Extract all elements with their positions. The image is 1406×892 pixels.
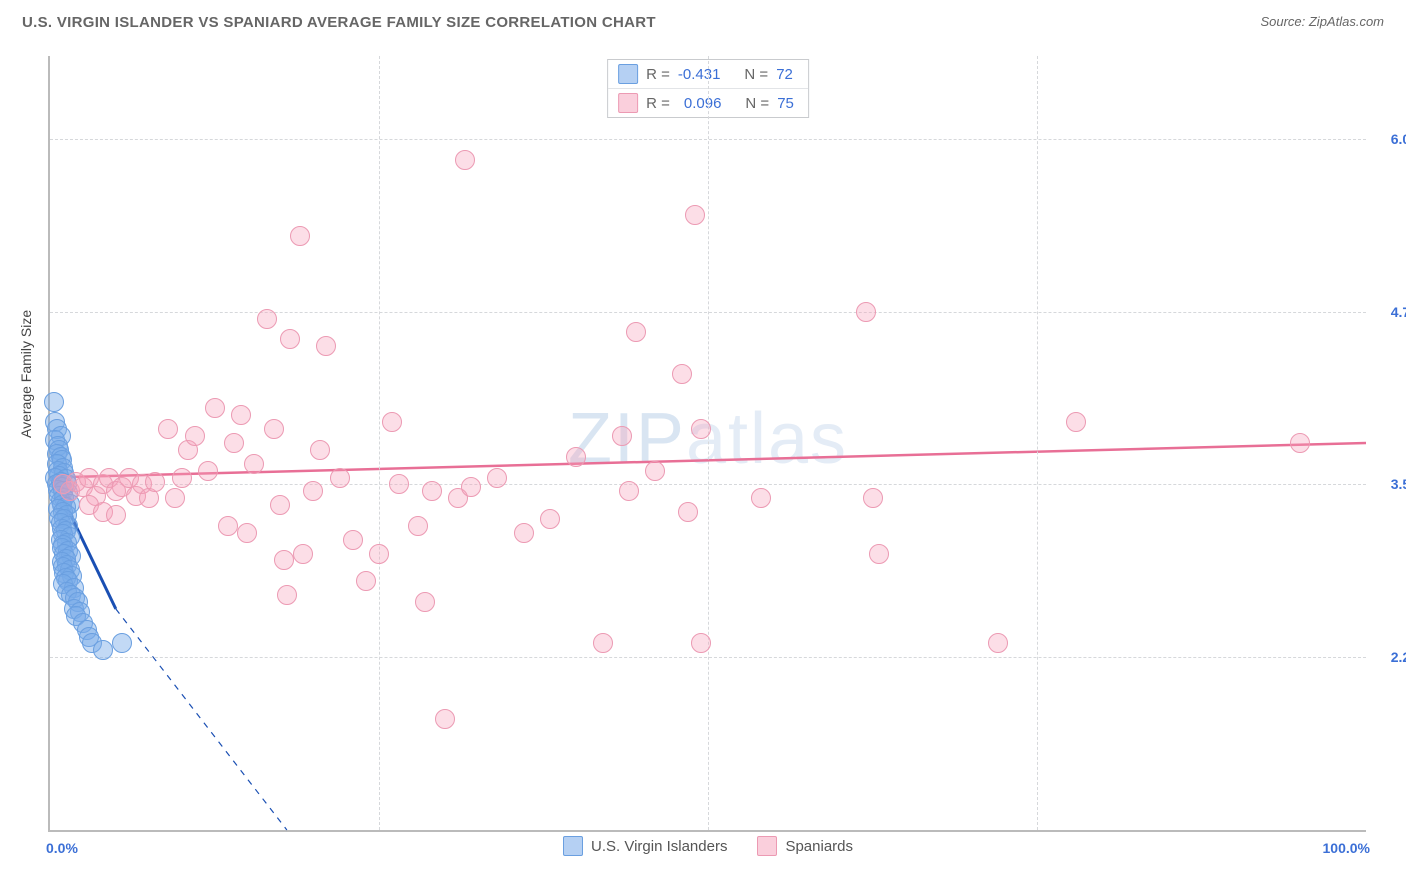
r-value-usvi: -0.431 — [678, 66, 721, 83]
point-span — [1066, 412, 1086, 432]
point-span — [237, 523, 257, 543]
point-span — [612, 426, 632, 446]
point-span — [343, 530, 363, 550]
point-span — [244, 454, 264, 474]
point-span — [310, 440, 330, 460]
plot-area: ZIPatlas R = -0.431 N = 72 R = 0.096 N =… — [48, 56, 1366, 832]
legend-item-span: Spaniards — [757, 836, 853, 856]
r-label: R = — [646, 66, 670, 83]
point-span — [672, 364, 692, 384]
gridline-v — [1037, 56, 1038, 830]
legend-item-usvi: U.S. Virgin Islanders — [563, 836, 727, 856]
point-span — [303, 481, 323, 501]
x-tick-right: 100.0% — [1323, 840, 1370, 856]
point-span — [540, 509, 560, 529]
chart-title: U.S. VIRGIN ISLANDER VS SPANIARD AVERAGE… — [22, 14, 656, 31]
n-label: N = — [744, 66, 768, 83]
point-span — [514, 523, 534, 543]
point-span — [389, 474, 409, 494]
point-span — [185, 426, 205, 446]
point-span — [645, 461, 665, 481]
source-label: Source: ZipAtlas.com — [1260, 14, 1384, 29]
point-span — [869, 544, 889, 564]
bottom-legend: U.S. Virgin Islanders Spaniards — [563, 836, 853, 856]
point-span — [106, 505, 126, 525]
point-span — [293, 544, 313, 564]
swatch-usvi — [563, 836, 583, 856]
point-usvi — [93, 640, 113, 660]
point-span — [369, 544, 389, 564]
point-span — [415, 592, 435, 612]
point-span — [158, 419, 178, 439]
swatch-usvi — [618, 64, 638, 84]
y-tick-label: 2.25 — [1391, 649, 1406, 665]
point-span — [863, 488, 883, 508]
point-span — [408, 516, 428, 536]
point-span — [274, 550, 294, 570]
point-span — [280, 329, 300, 349]
point-span — [382, 412, 402, 432]
point-span — [751, 488, 771, 508]
point-span — [231, 405, 251, 425]
point-span — [264, 419, 284, 439]
watermark-light: atlas — [686, 399, 848, 479]
trendline-extrap-usvi — [116, 609, 287, 830]
point-usvi — [44, 392, 64, 412]
gridline-v — [708, 56, 709, 830]
point-span — [218, 516, 238, 536]
y-axis-title: Average Family Size — [18, 310, 34, 438]
point-span — [277, 585, 297, 605]
x-tick-left: 0.0% — [46, 840, 78, 856]
point-span — [270, 495, 290, 515]
point-span — [290, 226, 310, 246]
point-span — [685, 205, 705, 225]
swatch-span — [618, 93, 638, 113]
point-span — [316, 336, 336, 356]
point-span — [205, 398, 225, 418]
y-tick-label: 4.75 — [1391, 304, 1406, 320]
n-value-span: 75 — [777, 95, 794, 112]
point-span — [619, 481, 639, 501]
point-span — [856, 302, 876, 322]
y-tick-label: 6.00 — [1391, 131, 1406, 147]
point-span — [988, 633, 1008, 653]
point-span — [678, 502, 698, 522]
point-span — [461, 477, 481, 497]
y-tick-label: 3.50 — [1391, 476, 1406, 492]
n-value-usvi: 72 — [776, 66, 793, 83]
point-usvi — [112, 633, 132, 653]
legend-label-usvi: U.S. Virgin Islanders — [591, 838, 727, 855]
point-span — [691, 419, 711, 439]
point-span — [626, 322, 646, 342]
point-span — [566, 447, 586, 467]
legend-label-span: Spaniards — [785, 838, 853, 855]
point-span — [330, 468, 350, 488]
r-value-span: 0.096 — [678, 95, 722, 112]
point-span — [145, 472, 165, 492]
point-span — [172, 468, 192, 488]
point-span — [487, 468, 507, 488]
point-span — [356, 571, 376, 591]
point-span — [435, 709, 455, 729]
point-span — [422, 481, 442, 501]
gridline-v — [379, 56, 380, 830]
point-span — [224, 433, 244, 453]
r-label: R = — [646, 95, 670, 112]
point-span — [257, 309, 277, 329]
swatch-span — [757, 836, 777, 856]
n-label: N = — [745, 95, 769, 112]
point-span — [455, 150, 475, 170]
point-span — [691, 633, 711, 653]
point-span — [165, 488, 185, 508]
point-span — [1290, 433, 1310, 453]
point-span — [593, 633, 613, 653]
point-span — [198, 461, 218, 481]
